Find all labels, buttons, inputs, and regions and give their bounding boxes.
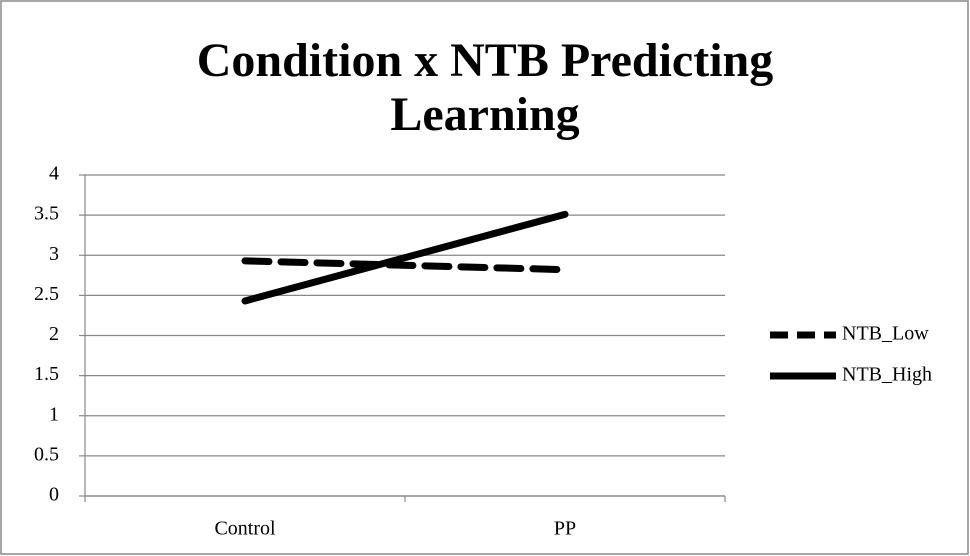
y-tick-label: 2.5 (34, 283, 59, 305)
y-tick-label: 3.5 (34, 203, 59, 225)
y-tick-label: 0.5 (34, 443, 59, 465)
chart-title: Condition x NTB Predicting Learning (196, 34, 774, 141)
x-tick-label: Control (214, 518, 276, 540)
y-tick-label: 2 (49, 323, 59, 345)
legend-label: NTB_High (842, 364, 932, 386)
y-tick-label: 1 (49, 403, 59, 425)
series-line (241, 257, 569, 274)
y-tick-label: 0 (49, 484, 59, 506)
y-tick-label: 4 (49, 163, 59, 185)
y-tick-label: 1.5 (34, 363, 59, 385)
series-line (241, 210, 569, 305)
legend-label: NTB_Low (842, 323, 929, 345)
x-tick-label: PP (554, 518, 576, 540)
y-tick-label: 3 (49, 243, 59, 265)
